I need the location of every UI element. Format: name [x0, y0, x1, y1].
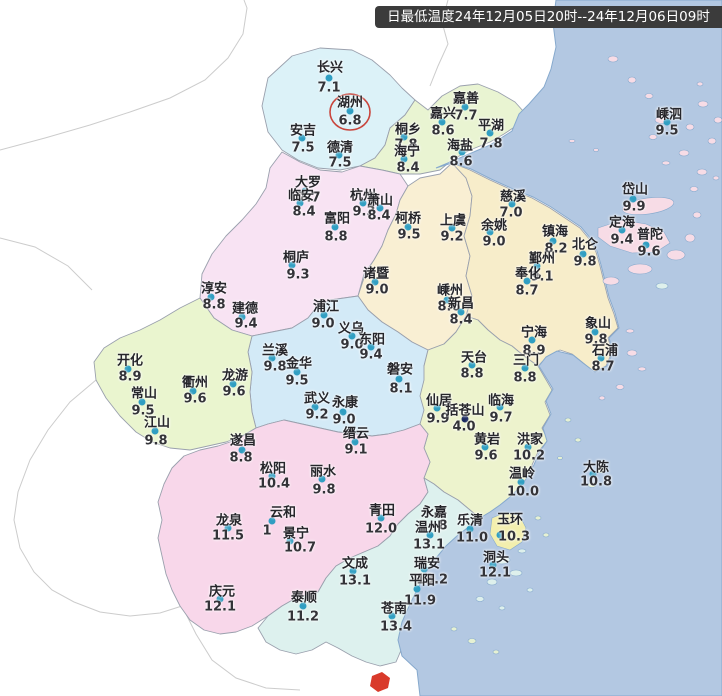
ocean — [397, 0, 722, 696]
islands — [450, 55, 722, 655]
admin-border-line — [13, 379, 183, 617]
admin-border-line — [181, 605, 301, 691]
region-jiaxing — [359, 83, 525, 175]
island-yuhuan — [489, 511, 527, 551]
region-quzhou — [93, 297, 257, 451]
title-bar: 日最低温度24年12月05日20时--24年12月06日09时 — [375, 6, 722, 28]
highlight-circle — [329, 93, 371, 131]
red-marker-blob — [370, 672, 390, 692]
admin-border-line — [0, 237, 93, 291]
admin-border-line — [0, 0, 248, 151]
